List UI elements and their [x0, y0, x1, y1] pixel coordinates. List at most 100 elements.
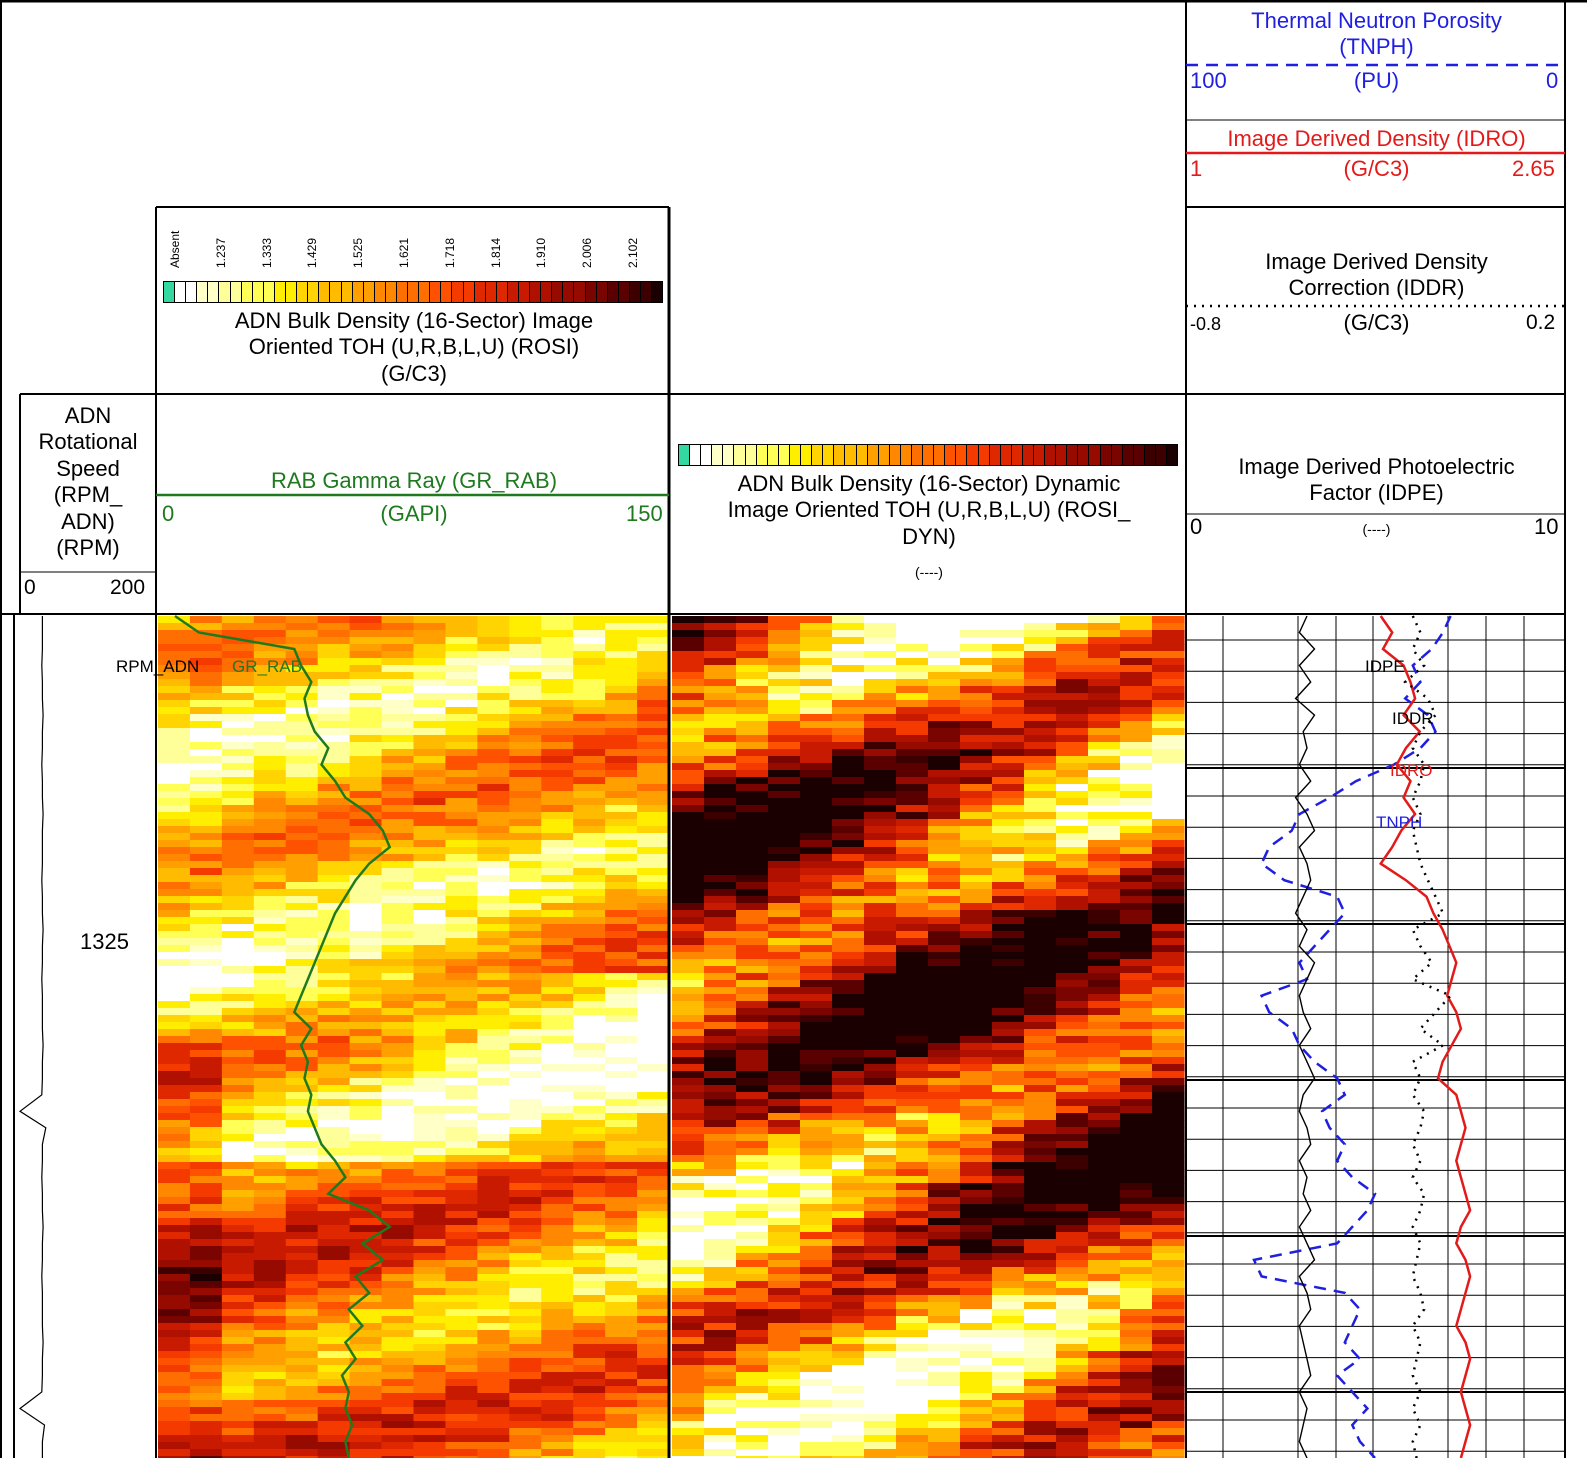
- image-cell: [800, 1218, 833, 1226]
- image-cell: [445, 938, 478, 946]
- image-cell: [445, 798, 478, 806]
- image-cell: [1088, 1456, 1121, 1458]
- image-cell: [253, 1372, 287, 1380]
- image-cell: [413, 861, 447, 869]
- image-cell: [704, 1211, 737, 1219]
- image-cell: [704, 812, 737, 820]
- image-cell: [509, 896, 542, 904]
- image-cell: [253, 833, 287, 841]
- image-cell: [349, 1393, 383, 1401]
- image-cell: [800, 1372, 833, 1380]
- color-scale-cell: [867, 445, 879, 465]
- image-cell: [605, 1106, 638, 1114]
- image-cell: [381, 1050, 415, 1058]
- image-cell: [672, 1316, 705, 1324]
- image-cell: [1120, 924, 1153, 932]
- image-cell: [253, 623, 287, 631]
- image-cell: [349, 1337, 383, 1345]
- image-cell: [800, 1043, 833, 1051]
- image-cell: [509, 980, 542, 988]
- image-cell: [317, 980, 351, 988]
- image-cell: [253, 840, 287, 848]
- image-cell: [992, 889, 1025, 897]
- image-cell: [317, 966, 351, 974]
- image-cell: [253, 1351, 287, 1359]
- image-cell: [381, 952, 415, 960]
- image-cell: [477, 693, 510, 701]
- image-cell: [896, 917, 929, 925]
- image-cell: [1056, 637, 1089, 645]
- image-cell: [768, 728, 801, 736]
- image-cell: [158, 728, 191, 736]
- image-cell: [832, 959, 865, 967]
- image-cell: [896, 1330, 929, 1338]
- image-cell: [992, 959, 1025, 967]
- image-cell: [704, 847, 737, 855]
- image-cell: [1120, 1204, 1153, 1212]
- image-cell: [1088, 1393, 1121, 1401]
- image-cell: [1024, 742, 1057, 750]
- image-cell: [1120, 637, 1153, 645]
- image-cell: [1056, 1015, 1089, 1023]
- image-cell: [1024, 735, 1057, 743]
- rosi-tick-label: 1.621: [397, 237, 411, 268]
- image-cell: [1088, 728, 1121, 736]
- image-cell: [704, 1204, 737, 1212]
- image-cell: [381, 1407, 415, 1415]
- image-cell: [221, 1302, 255, 1310]
- image-cell: [1152, 1267, 1185, 1275]
- image-cell: [509, 1281, 542, 1289]
- image-cell: [992, 1239, 1025, 1247]
- image-cell: [864, 1309, 897, 1317]
- image-cell: [413, 931, 447, 939]
- image-cell: [573, 945, 606, 953]
- image-cell: [672, 1309, 705, 1317]
- image-cell: [317, 1456, 351, 1458]
- image-cell: [1056, 994, 1089, 1002]
- rosi-tick-label: 2.006: [580, 237, 595, 268]
- image-cell: [1088, 896, 1121, 904]
- image-cell: [928, 945, 961, 953]
- image-cell: [381, 1435, 415, 1443]
- image-cell: [992, 721, 1025, 729]
- image-cell: [672, 1400, 705, 1408]
- image-cell: [768, 1351, 801, 1359]
- image-cell: [1024, 791, 1057, 799]
- image-cell: [992, 672, 1025, 680]
- image-cell: [477, 854, 510, 862]
- image-cell: [800, 1022, 833, 1030]
- image-cell: [189, 693, 223, 701]
- image-cell: [381, 1022, 415, 1030]
- image-cell: [605, 679, 638, 687]
- image-cell: [573, 1190, 606, 1198]
- image-cell: [896, 1344, 929, 1352]
- image-cell: [637, 616, 670, 624]
- image-cell: [1056, 742, 1089, 750]
- image-cell: [736, 798, 769, 806]
- image-cell: [1056, 1253, 1089, 1261]
- image-cell: [1120, 672, 1153, 680]
- image-cell: [928, 931, 961, 939]
- image-cell: [541, 1456, 574, 1458]
- image-cell: [896, 1218, 929, 1226]
- image-cell: [896, 1316, 929, 1324]
- image-cell: [1024, 1190, 1057, 1198]
- image-cell: [253, 1379, 287, 1387]
- image-cell: [189, 896, 223, 904]
- image-cell: [800, 1421, 833, 1429]
- image-cell: [864, 749, 897, 757]
- image-cell: [896, 679, 929, 687]
- image-cell: [637, 805, 670, 813]
- image-cell: [832, 623, 865, 631]
- image-cell: [864, 1078, 897, 1086]
- image-cell: [381, 826, 415, 834]
- image-cell: [221, 1274, 255, 1282]
- image-cell: [317, 1071, 351, 1079]
- image-cell: [349, 1127, 383, 1135]
- image-cell: [896, 952, 929, 960]
- image-cell: [832, 1372, 865, 1380]
- image-cell: [477, 1022, 510, 1030]
- image-cell: [960, 1428, 993, 1436]
- gr-scale-min: 0: [162, 501, 175, 526]
- image-cell: [189, 1386, 223, 1394]
